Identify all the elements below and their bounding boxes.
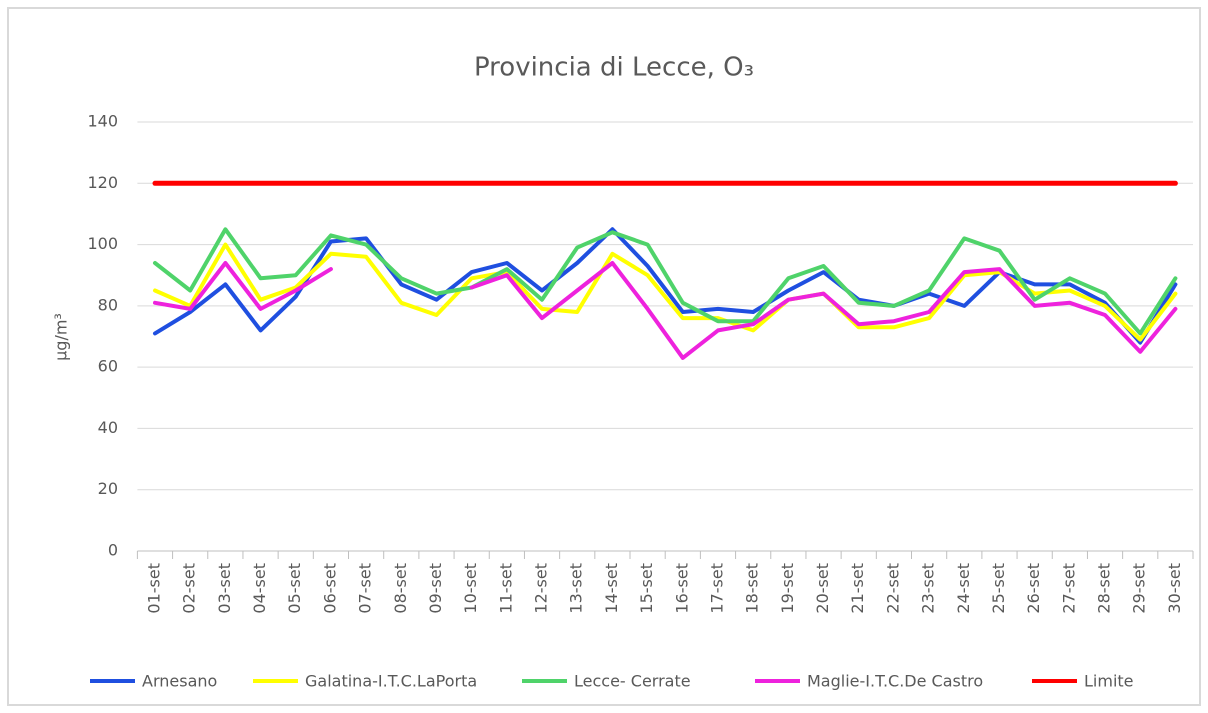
x-tick-label: 07-set <box>356 563 375 614</box>
y-tick-label: 40 <box>98 418 118 437</box>
y-axis-label: µg/m³ <box>52 313 71 361</box>
x-tick-label: 26-set <box>1024 563 1043 614</box>
y-tick-label: 100 <box>87 234 118 253</box>
x-tick-label: 21-set <box>848 563 867 614</box>
x-tick-label: 30-set <box>1165 563 1184 614</box>
x-tick-label: 12-set <box>532 563 551 614</box>
x-tick-label: 16-set <box>672 563 691 614</box>
x-tick-label: 27-set <box>1059 563 1078 614</box>
chart-title: Provincia di Lecce, O₃ <box>474 53 754 83</box>
x-tick-label: 04-set <box>250 563 269 614</box>
series-line <box>153 261 1178 360</box>
series-line <box>153 227 1178 336</box>
legend-label: Limite <box>1084 672 1134 691</box>
x-tick-label: 03-set <box>215 563 234 614</box>
x-tick-label: 28-set <box>1095 563 1114 614</box>
x-tick-label: 17-set <box>707 563 726 614</box>
x-tick-label: 02-set <box>180 563 199 614</box>
x-tick-label: 10-set <box>461 563 480 614</box>
y-tick-label: 140 <box>87 112 118 131</box>
x-tick-label: 09-set <box>426 563 445 614</box>
x-tick-label: 29-set <box>1130 563 1149 614</box>
x-tick-label: 15-set <box>637 563 656 614</box>
x-tick-label: 18-set <box>743 563 762 614</box>
x-tick-label: 24-set <box>954 563 973 614</box>
x-tick-label: 13-set <box>567 563 586 614</box>
x-tick-label: 19-set <box>778 563 797 614</box>
x-tick-label: 20-set <box>813 563 832 614</box>
y-tick-label: 120 <box>87 173 118 192</box>
legend-label: Arnesano <box>142 672 217 691</box>
x-tick-label: 01-set <box>144 563 163 614</box>
y-tick-label: 0 <box>108 541 118 560</box>
x-tick-label: 23-set <box>919 563 938 614</box>
legend-label: Maglie-I.T.C.De Castro <box>807 672 983 691</box>
x-tick-label: 25-set <box>989 563 1008 614</box>
legend-label: Galatina-I.T.C.LaPorta <box>305 672 477 691</box>
x-tick-label: 08-set <box>391 563 410 614</box>
y-tick-label: 60 <box>98 357 118 376</box>
x-tick-label: 14-set <box>602 563 621 614</box>
x-tick-label: 22-set <box>883 563 902 614</box>
x-tick-label: 06-set <box>320 563 339 614</box>
y-tick-label: 20 <box>98 479 118 498</box>
x-tick-label: 11-set <box>496 563 515 614</box>
x-tick-label: 05-set <box>285 563 304 614</box>
y-tick-label: 80 <box>98 295 118 314</box>
legend-label: Lecce- Cerrate <box>574 672 691 691</box>
chart-border <box>7 7 1201 706</box>
